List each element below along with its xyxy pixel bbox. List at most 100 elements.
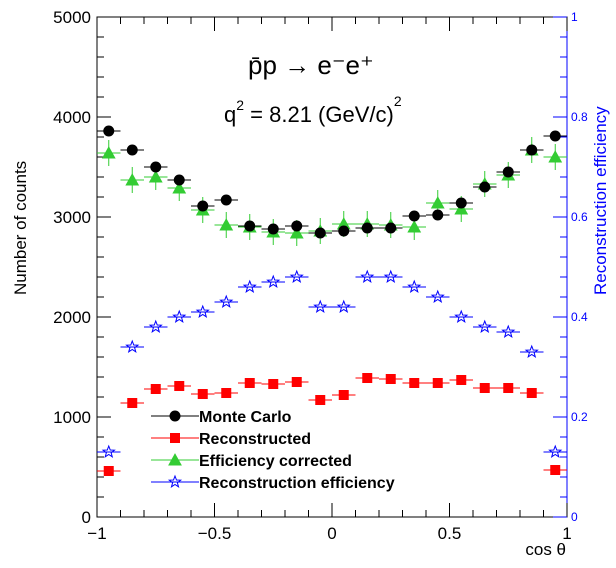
data-point (409, 378, 420, 388)
data-point (150, 384, 161, 394)
data-point (174, 381, 185, 391)
axis-ticks (96, 16, 568, 518)
x-tick-label: 1 (562, 524, 571, 543)
y-tick-label: 1000 (53, 408, 91, 427)
series-efficiency-corrected (97, 137, 567, 246)
legend-marker (167, 474, 183, 489)
data-point (148, 319, 163, 334)
data-point (362, 373, 373, 383)
data-point (383, 269, 398, 284)
y2-tick-label: 0.2 (571, 410, 588, 424)
data-point (548, 444, 563, 459)
data-point (221, 388, 232, 398)
data-point (103, 125, 115, 137)
data-point (197, 200, 209, 212)
y2-tick-label: 0.6 (571, 210, 588, 224)
data-point (503, 383, 514, 393)
data-point (173, 174, 185, 186)
data-point (242, 279, 257, 294)
x-tick-label: 0 (327, 524, 336, 543)
data-point (360, 269, 375, 284)
data-point (361, 222, 373, 234)
y2-tick-label: 0.8 (571, 110, 588, 124)
data-point (268, 379, 279, 389)
data-point (219, 218, 234, 231)
data-point (219, 294, 234, 309)
data-point (267, 223, 279, 235)
data-point (172, 309, 187, 324)
legend-marker (168, 453, 182, 466)
data-point (148, 170, 163, 183)
data-point (220, 194, 232, 206)
data-point (550, 465, 561, 475)
legend-label: Efficiency corrected (199, 453, 352, 470)
data-point (454, 309, 469, 324)
data-point (526, 388, 537, 398)
data-point (479, 181, 491, 193)
data-point (314, 227, 326, 239)
data-point (432, 209, 444, 221)
data-point (101, 146, 116, 159)
legend-label: Reconstruction efficiency (199, 475, 395, 492)
data-point (408, 210, 420, 222)
data-point (315, 395, 326, 405)
data-point (524, 344, 539, 359)
data-point (197, 389, 208, 399)
q2-label: q2 = 8.21 (GeV/c)2 (224, 93, 402, 127)
data-point (313, 299, 328, 314)
data-point (477, 319, 492, 334)
y2-tick-label: 0.4 (571, 310, 588, 324)
data-point (549, 130, 561, 142)
data-point (125, 339, 140, 354)
data-point (291, 220, 303, 232)
plot-frame (96, 16, 568, 518)
data-point (407, 279, 422, 294)
data-point (103, 466, 114, 476)
y-tick-label: 3000 (53, 208, 91, 227)
legend-label: Monte Carlo (199, 409, 292, 426)
data-point (548, 150, 563, 163)
data-point (338, 225, 350, 237)
data-marks (97, 125, 567, 476)
data-point (101, 444, 116, 459)
data-point (289, 269, 304, 284)
legend: Monte Carlo Reconstructed Efficiency corre… (151, 409, 395, 492)
y2-axis-title: Reconstruction efficiency (591, 106, 610, 295)
y-tick-label: 4000 (53, 108, 91, 127)
x-axis-title: cos θ (525, 540, 566, 559)
data-point (479, 383, 490, 393)
data-point (456, 375, 467, 385)
data-point (430, 289, 445, 304)
data-point (338, 390, 349, 400)
y-axis-title: Number of counts (11, 161, 30, 295)
data-point (407, 220, 422, 233)
data-point (502, 166, 514, 178)
data-point (125, 173, 140, 186)
data-point (127, 398, 138, 408)
data-point (195, 304, 210, 319)
data-point (172, 181, 187, 194)
data-point (430, 196, 445, 209)
y-tick-label: 5000 (53, 8, 91, 27)
y2-tick-label: 0 (571, 510, 578, 524)
legend-marker (170, 433, 180, 443)
tick-labels: −1 −0.5 0 0.5 101000200030004000500000.20.40… (53, 8, 588, 543)
series-monte-carlo (97, 125, 567, 239)
data-point (385, 374, 396, 384)
data-point (336, 299, 351, 314)
data-point (244, 220, 256, 232)
data-point (126, 144, 138, 156)
legend-label: Reconstructed (199, 431, 311, 448)
data-point (291, 377, 302, 387)
data-point (244, 378, 255, 388)
y2-tick-label: 1 (571, 10, 578, 24)
data-point (336, 217, 351, 230)
data-point (150, 161, 162, 173)
x-tick-label: −0.5 (198, 524, 232, 543)
data-point (432, 378, 443, 388)
x-tick-label: 0.5 (438, 524, 462, 543)
y-tick-label: 0 (82, 508, 91, 527)
y-tick-label: 2000 (53, 308, 91, 327)
data-point (289, 226, 304, 239)
